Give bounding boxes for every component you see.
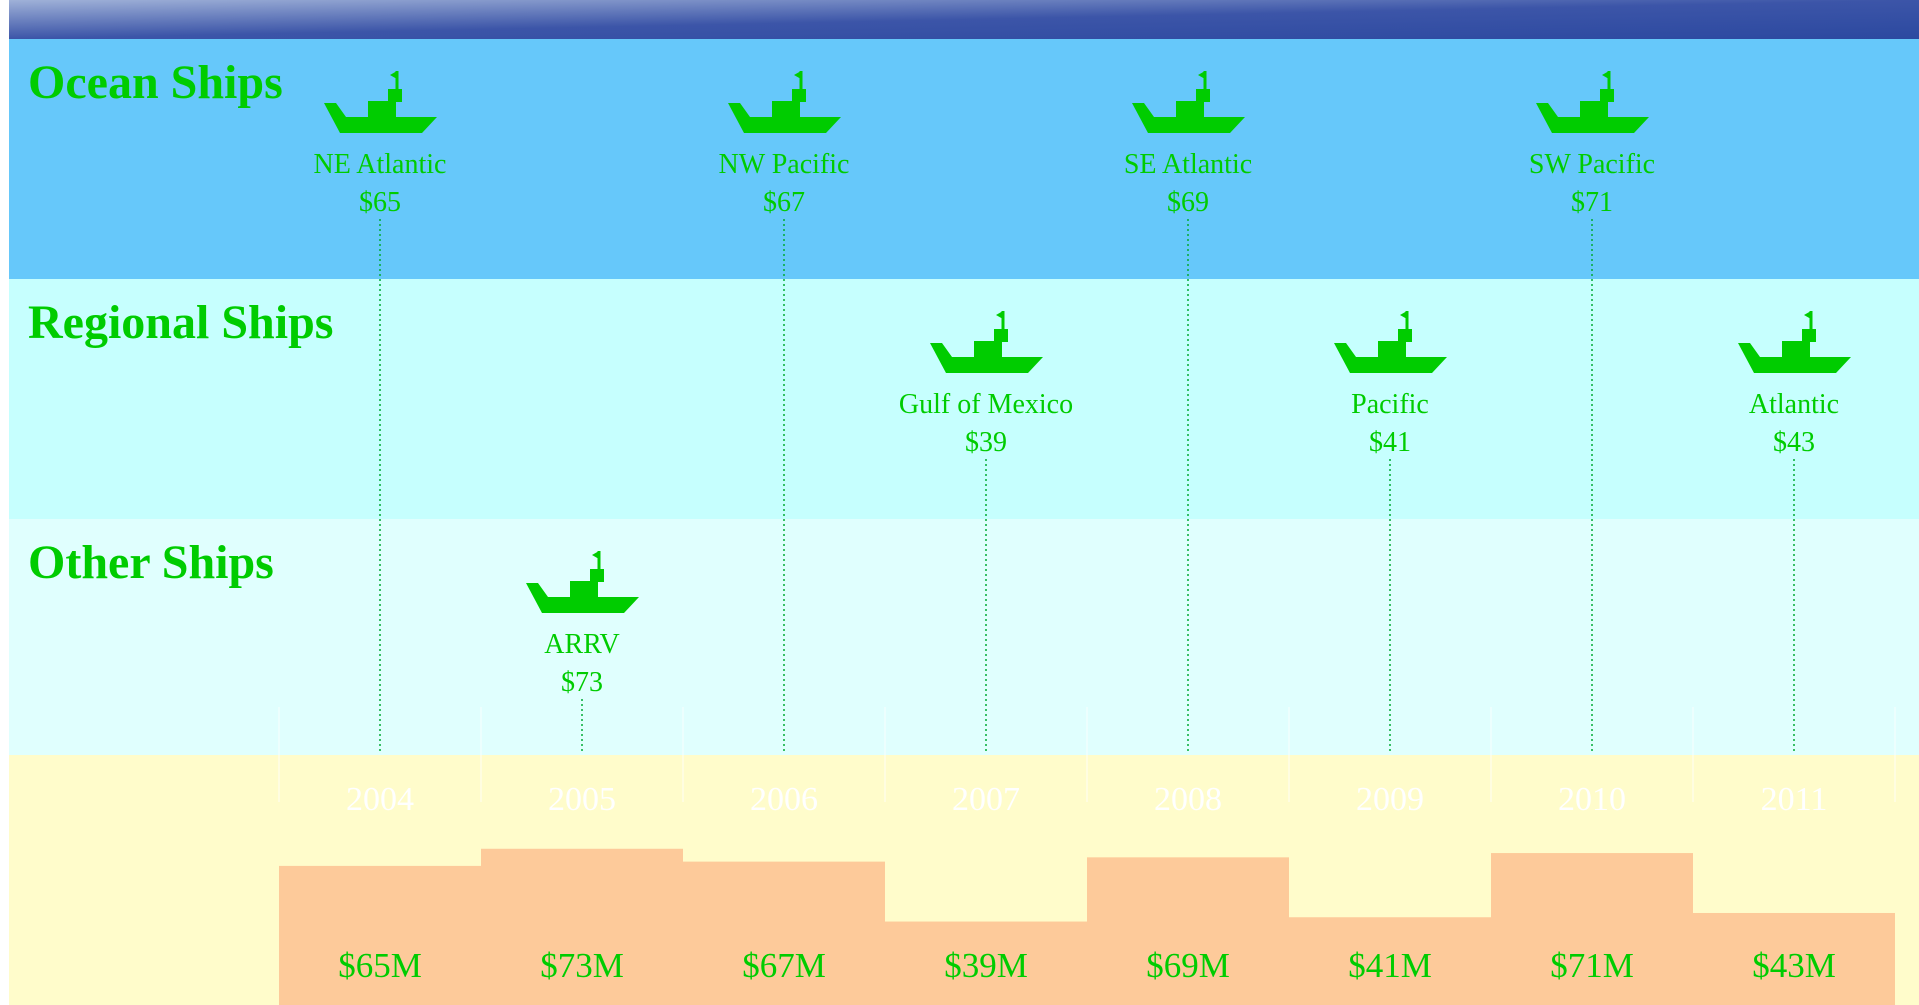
bar-value-label: $71M [1550,946,1634,985]
ship-cost: $65 [359,187,401,218]
ship-name: Gulf of Mexico [899,389,1073,420]
year-label: 2006 [750,781,818,818]
bar-value-label: $41M [1348,946,1432,985]
year-label: 2008 [1154,781,1222,818]
year-label: 2004 [346,781,414,818]
ship-cabin [772,101,800,118]
ship-cabin [1580,101,1608,118]
ship-bridge [792,89,806,102]
bar-value-label: $69M [1146,946,1230,985]
bar-value-label: $67M [742,946,826,985]
ship-cabin [368,101,396,118]
ship-cost: $67 [763,187,805,218]
sky-strip [9,0,1919,39]
ship-cost: $39 [965,427,1007,458]
bar-value-label: $73M [540,946,624,985]
ship-name: Pacific [1351,389,1429,420]
year-label: 2009 [1356,781,1424,818]
ship-name: NE Atlantic [314,149,447,180]
ship-cabin [1782,341,1810,358]
year-label: 2005 [548,781,616,818]
bar-value-label: $39M [944,946,1028,985]
ship-bridge [590,569,604,582]
year-label: 2007 [952,781,1020,818]
lane-title: Other Ships [28,536,274,589]
ship-name: SE Atlantic [1124,149,1252,180]
bar-value-label: $43M [1752,946,1836,985]
ship-cabin [1378,341,1406,358]
ship-bridge [1196,89,1210,102]
ship-name: NW Pacific [719,149,850,180]
ship-cost: $73 [561,667,603,698]
slide: 2004 2005 2006 2007 2008 2009 2010 2011 $65M $73M… [0,0,1919,1005]
ship-cost: $69 [1167,187,1209,218]
year-label: 2010 [1558,781,1626,818]
lane-title: Ocean Ships [28,56,283,109]
ship-name: SW Pacific [1529,149,1655,180]
ship-cost: $41 [1369,427,1411,458]
ship-name: ARRV [544,629,620,660]
ship-cost: $43 [1773,427,1815,458]
ship-bridge [388,89,402,102]
year-label: 2011 [1761,781,1828,818]
ship-name: Atlantic [1749,389,1839,420]
bar-value-label: $65M [338,946,422,985]
ship-bridge [1398,329,1412,342]
ship-bridge [1802,329,1816,342]
ship-cabin [1176,101,1204,118]
ship-bridge [994,329,1008,342]
ship-cabin [974,341,1002,358]
lane-title: Regional Ships [28,296,333,349]
ship-cost: $71 [1571,187,1613,218]
ship-bridge [1600,89,1614,102]
ship-cabin [570,581,598,598]
lane-band [9,519,1919,755]
